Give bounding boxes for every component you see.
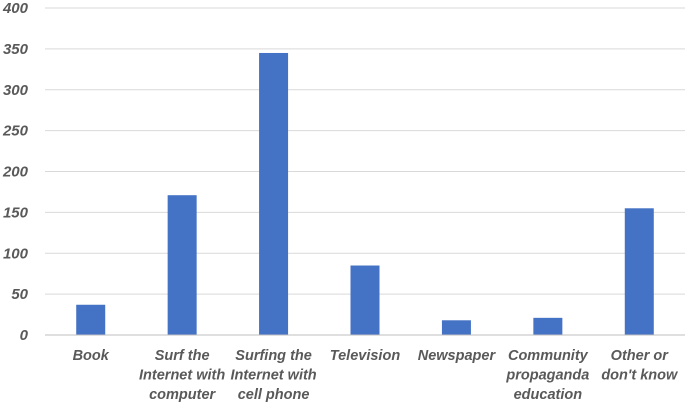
- x-category-label-line: education: [514, 387, 583, 403]
- y-tick-label: 400: [2, 0, 29, 17]
- x-category-label-line: Surfing the: [235, 348, 312, 364]
- y-tick-label: 0: [20, 327, 29, 344]
- y-tick-label: 200: [2, 164, 29, 181]
- x-category-label: Surfing the Internet with cell phone: [230, 348, 316, 403]
- x-category-label-line: Television: [330, 348, 401, 364]
- x-category-label-line: don't know: [601, 368, 679, 384]
- bar: [167, 195, 197, 335]
- x-category-label-line: Book: [73, 348, 110, 364]
- x-category-label-line: Other or: [611, 348, 670, 364]
- bar: [259, 52, 289, 336]
- y-axis-tick-labels: 0 50 100 150 200 250 300 350 400: [2, 0, 29, 344]
- bar: [441, 320, 471, 335]
- x-category-label-line: Surf the: [155, 348, 210, 364]
- x-category-label-line: propaganda: [505, 368, 589, 384]
- x-category-label-line: computer: [149, 387, 216, 403]
- gridlines: [45, 7, 685, 295]
- y-tick-label: 100: [3, 245, 29, 262]
- bar: [350, 265, 380, 335]
- x-category-label-line: Internet with: [230, 368, 316, 384]
- x-category-label-line: Community: [508, 348, 589, 364]
- y-tick-label: 50: [11, 286, 28, 303]
- y-tick-label: 300: [3, 82, 29, 99]
- y-tick-label: 250: [2, 123, 29, 140]
- bars: [76, 52, 654, 336]
- x-category-label-line: Internet with: [139, 368, 225, 384]
- y-tick-label: 350: [3, 41, 29, 58]
- x-category-label-line: cell phone: [238, 387, 310, 403]
- bar: [624, 208, 654, 335]
- x-axis-category-labels: Book Surf the Internet with computer Surfing…: [73, 348, 679, 403]
- x-category-label: Surf the Internet with computer: [139, 348, 225, 403]
- x-category-label: Television: [330, 348, 401, 364]
- x-category-label: Other or don't know: [601, 348, 679, 384]
- x-category-label: Newspaper: [418, 348, 497, 364]
- y-tick-label: 150: [3, 204, 29, 221]
- x-category-label: Community propaganda education: [505, 348, 589, 403]
- bar: [533, 317, 563, 335]
- x-category-label: Book: [73, 348, 110, 364]
- bar: [76, 304, 106, 335]
- x-category-label-line: Newspaper: [418, 348, 497, 364]
